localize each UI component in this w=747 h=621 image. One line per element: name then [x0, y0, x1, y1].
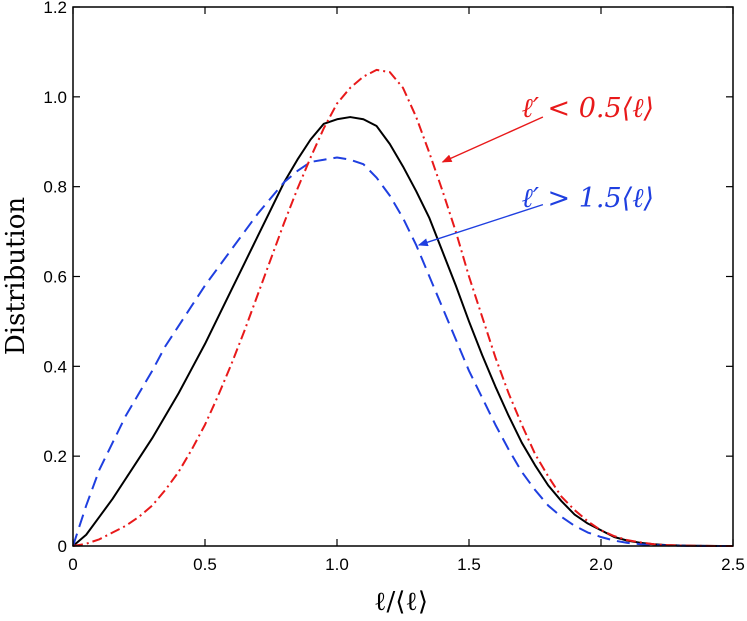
y-tick-label: 0.4 — [43, 357, 67, 376]
y-axis-title: Distribution — [1, 197, 31, 356]
x-tick-label: 0.5 — [193, 555, 217, 574]
series-line-dashed — [72, 156, 734, 547]
y-tick-label: 0.6 — [43, 268, 67, 287]
y-tick-label: 0 — [58, 537, 67, 556]
annotation-arrow-2 — [417, 203, 544, 247]
y-tick-label: 0.2 — [43, 447, 67, 466]
annotation-layer: ℓ′ < 0.5⟨ℓ⟩ ℓ′ > 1.5⟨ℓ⟩ — [417, 93, 654, 247]
x-tick-label: 0 — [68, 555, 77, 574]
y-tick-label: 1.2 — [43, 0, 67, 17]
annotation-arrow-1 — [441, 116, 544, 163]
series-line-solid — [72, 116, 734, 547]
annotation-label-1: ℓ′ < 0.5⟨ℓ⟩ — [522, 93, 654, 124]
series-line-dashdot — [72, 68, 734, 547]
y-tick-label: 0.8 — [43, 178, 67, 197]
x-axis-title: ℓ/⟨ℓ⟩ — [374, 587, 428, 617]
x-tick-label: 2.0 — [589, 555, 613, 574]
y-tick-label: 1.0 — [43, 88, 67, 107]
annotation-label-2: ℓ′ > 1.5⟨ℓ⟩ — [522, 183, 654, 214]
x-tick-label: 1.5 — [457, 555, 481, 574]
series-layer — [72, 68, 734, 547]
axes-layer: 0 0.5 1.0 1.5 2.0 2.5 0 0.2 0.4 0.6 0.8 1.0 1.2 — [43, 0, 744, 574]
x-tick-label: 2.5 — [721, 555, 745, 574]
x-tick-label: 1.0 — [325, 555, 349, 574]
